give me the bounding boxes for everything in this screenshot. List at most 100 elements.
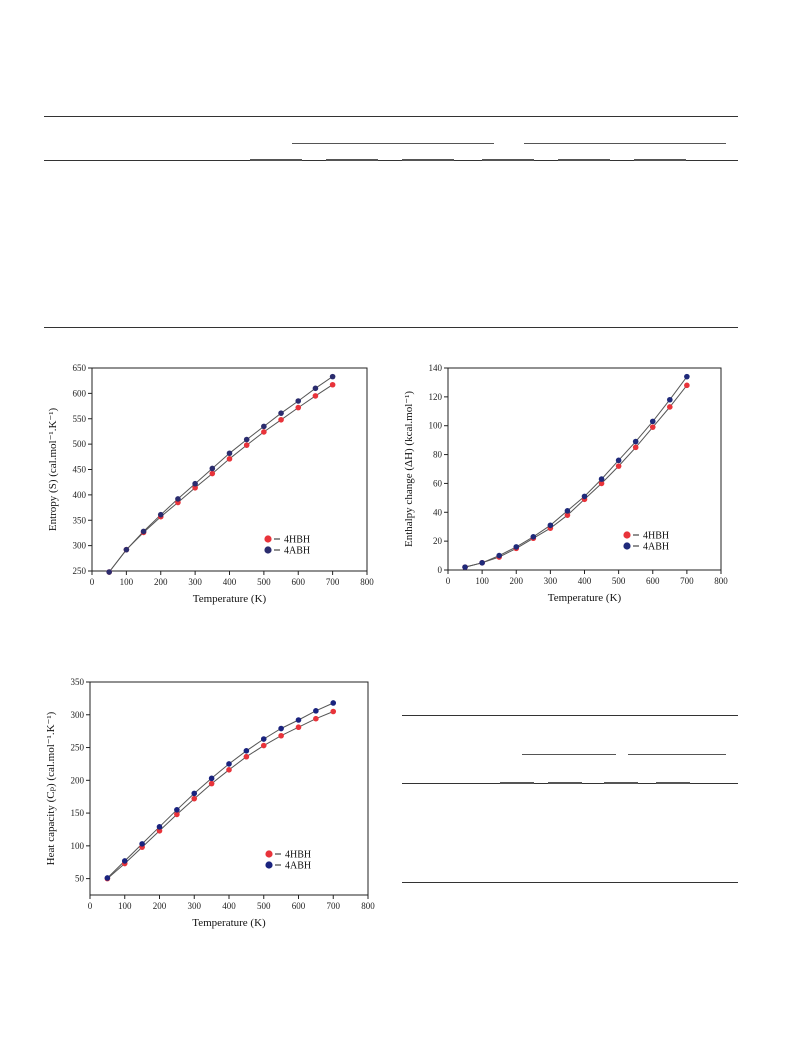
y-tick-label: 100 (429, 421, 443, 431)
table2-top-rule (402, 715, 738, 716)
table1-group-rule-right (524, 143, 726, 144)
data-point-4abh (564, 508, 571, 514)
data-point-4hbh (226, 767, 232, 773)
data-point-4abh (530, 534, 537, 540)
data-point-4hbh (243, 442, 250, 448)
data-point-4abh (139, 841, 145, 847)
data-point-4abh (313, 708, 319, 714)
data-point-4abh (278, 725, 284, 732)
data-point-4abh (260, 736, 267, 742)
data-point-4abh (208, 775, 215, 782)
x-tick-label: 300 (188, 901, 202, 911)
x-axis-label: Temperature (K) (192, 917, 266, 929)
data-point-4hbh (209, 470, 216, 477)
y-tick-label: 200 (71, 775, 85, 785)
table1-group-rule-left (292, 143, 494, 144)
x-tick-label: 400 (578, 576, 592, 586)
x-tick-label: 800 (361, 901, 375, 911)
x-tick-label: 700 (680, 576, 694, 586)
plot-frame (447, 367, 722, 571)
y-tick-label: 250 (71, 743, 85, 753)
y-tick-label: 400 (73, 490, 87, 500)
data-point-4abh (226, 450, 233, 457)
y-tick-label: 550 (73, 414, 87, 424)
x-tick-label: 100 (475, 576, 489, 586)
data-point-4hbh (260, 742, 267, 749)
data-point-4abh (632, 438, 639, 445)
data-point-4abh (209, 465, 216, 472)
data-point-4hbh (329, 381, 336, 388)
series-line-4hbh (108, 384, 333, 573)
x-tick-label: 0 (88, 901, 93, 911)
table1-bottom-rule (44, 327, 738, 328)
x-tick-label: 700 (326, 577, 340, 587)
data-point-4abh (278, 410, 284, 416)
y-tick-label: 300 (73, 541, 87, 551)
data-point-4abh (330, 700, 337, 706)
table1-col-mark (482, 159, 534, 161)
y-axis-label: Entropy (S) (cal.mol⁻¹.K⁻¹) (47, 408, 59, 532)
x-axis-label: Temperature (K) (193, 593, 267, 605)
data-point-4abh (140, 528, 147, 535)
series-line-4abh (107, 702, 334, 879)
x-tick-label: 800 (714, 576, 728, 586)
legend-marker-4hbh (265, 850, 273, 858)
table2-group-rule-right (628, 754, 726, 755)
table1-top-rule (44, 116, 738, 117)
data-point-4abh (496, 552, 502, 559)
y-tick-label: 350 (73, 515, 87, 525)
series-line-4hbh (464, 384, 688, 568)
data-point-4abh (243, 436, 250, 443)
plot-frame (91, 367, 368, 572)
table1-col-mark (402, 159, 454, 161)
y-tick-label: 80 (433, 450, 443, 460)
y-tick-label: 150 (71, 808, 85, 818)
table2-col-mark (548, 782, 582, 784)
data-point-4abh (106, 569, 112, 575)
table1-header-rule (44, 160, 738, 161)
x-tick-label: 700 (327, 901, 341, 911)
x-tick-label: 100 (118, 901, 132, 911)
legend-label-4abh: 4ABH (284, 546, 310, 557)
data-point-4abh (547, 522, 554, 529)
table1-col-mark (326, 159, 378, 161)
heat-capacity-chart: 0 100 200 300 400 500 600 700 800 50 100 150 200 250 3… (40, 668, 380, 929)
data-point-4abh (175, 496, 181, 502)
data-point-4abh (243, 748, 250, 754)
data-point-4abh (156, 824, 163, 830)
x-tick-label: 400 (222, 901, 236, 911)
data-point-4abh (598, 476, 605, 482)
legend-label-4abh: 4ABH (285, 861, 311, 872)
legend-marker-4hbh (623, 531, 631, 539)
data-point-4hbh (156, 827, 163, 834)
data-point-4abh (581, 493, 588, 500)
y-tick-label: 20 (433, 536, 443, 546)
legend-label-4hbh: 4HBH (284, 535, 310, 546)
data-point-4hbh (312, 393, 319, 399)
data-point-4abh (174, 807, 180, 813)
legend-marker-4abh (623, 542, 631, 550)
data-point-4abh (192, 480, 198, 487)
table2-col-mark (604, 782, 638, 784)
y-tick-label: 100 (71, 841, 85, 851)
data-point-4hbh (564, 512, 571, 518)
data-point-4abh (295, 398, 302, 404)
data-point-4abh (513, 544, 520, 550)
data-point-4abh (329, 373, 336, 380)
data-point-4hbh (174, 811, 180, 818)
data-point-4hbh (684, 382, 690, 389)
legend-marker-4hbh (264, 535, 272, 543)
data-point-4hbh (313, 715, 319, 722)
y-tick-label: 60 (433, 478, 443, 488)
data-point-4hbh (615, 463, 622, 469)
x-tick-label: 500 (257, 577, 271, 587)
data-point-4hbh (649, 424, 656, 430)
data-point-4abh (667, 396, 673, 403)
y-tick-label: 140 (429, 363, 443, 373)
series-line-4abh (108, 376, 333, 573)
legend-label-4hbh: 4HBH (643, 531, 669, 542)
table1-col-mark (558, 159, 610, 161)
x-tick-label: 100 (120, 577, 134, 587)
y-tick-label: 650 (73, 363, 87, 373)
data-point-4hbh (278, 416, 284, 423)
